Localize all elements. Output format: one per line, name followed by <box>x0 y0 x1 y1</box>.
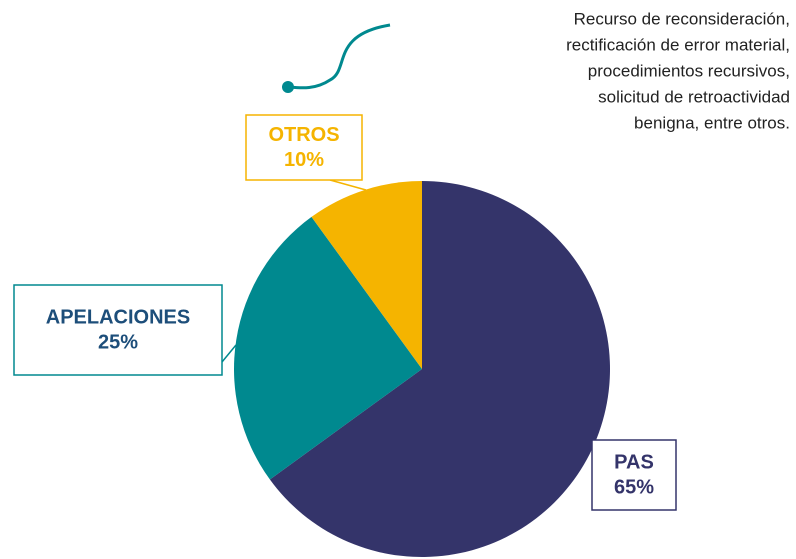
callout-line <box>221 344 237 363</box>
annotation: Recurso de reconsideración, <box>574 9 790 28</box>
slice-label: OTROS <box>268 124 339 146</box>
annotation: benigna, entre otros. <box>634 113 790 132</box>
label-box <box>245 114 363 181</box>
slice-value-label: 65% <box>614 476 654 498</box>
slice-label: APELACIONES <box>46 306 190 328</box>
slice-value-label: 25% <box>98 331 138 353</box>
callout-line <box>329 179 367 191</box>
slice-value-label: 10% <box>284 149 324 171</box>
slice <box>311 181 422 369</box>
slice <box>269 181 610 557</box>
annotation: procedimientos recursivos, <box>588 61 790 80</box>
label-box <box>13 284 223 376</box>
decoration-dot <box>282 81 294 93</box>
slice <box>234 216 422 480</box>
label-box <box>591 439 677 511</box>
slice-label: PAS <box>614 451 654 473</box>
decoration <box>287 23 391 90</box>
annotation: solicitud de retroactividad <box>598 87 790 106</box>
annotation: rectificación de error material, <box>566 35 790 54</box>
